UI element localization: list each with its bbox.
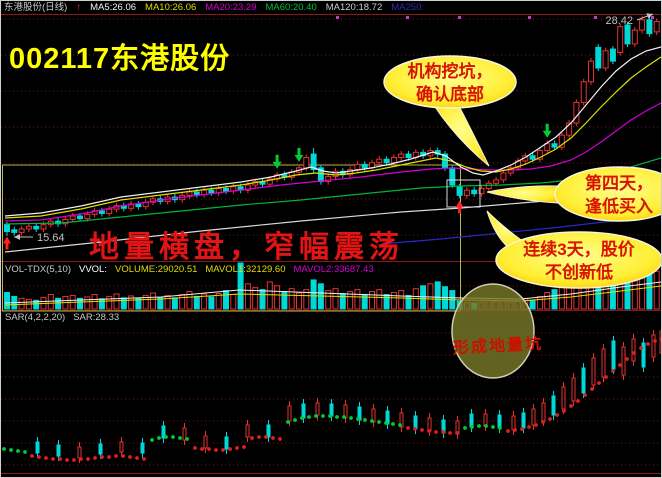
signal-markers [3,123,552,250]
ma-value-label-2: MA20:23.29 [205,2,257,13]
svg-text:确认底部: 确认底部 [416,84,484,104]
ma-value-label-5: MA250: [391,2,424,13]
vol-value-label-4: MAVOL2:33687.43 [293,264,374,275]
high-price-label: 28.42 [605,13,654,27]
volume-series [4,262,661,310]
sar-value-label-0: SAR(4,2,2,20) [5,312,66,323]
svg-text:28.42: 28.42 [605,15,633,27]
vol-value-label-0: VOL-TDX(5,10) [5,264,71,275]
ma-line-MA10 [4,56,661,219]
chart-title: 东港股份(日线) [4,2,68,13]
ma-line-MA20 [4,102,661,222]
svg-text:第四天，: 第四天， [585,173,653,193]
vol-value-label-2: VOLUME:29020.51 [115,264,198,275]
svg-text:连续3天，股价: 连续3天，股价 [523,239,635,259]
sideways-banner: 地量横盘，窄幅震荡 [89,231,404,264]
low-price-label: 15.64 [14,232,65,244]
volume-pit-circle [451,283,535,379]
ma-line-MA5 [4,46,661,217]
vol-ma-line-MAVOL1 [4,281,661,304]
svg-text:不创新低: 不创新低 [545,262,613,282]
ma-value-label-3: MA60:20.40 [265,2,317,13]
pit-highlight-box [446,179,481,208]
svg-text:15.64: 15.64 [37,232,65,244]
callout-bubble-0: 机构挖坑， 确认底部 [383,55,517,167]
volume-indicator-row: VOL-TDX(5,10) VVOL: VOLUME:29020.51 MAVOL1:… [5,264,374,275]
sar-value-label-1: SAR:28.33 [73,312,120,323]
callout-bubble-1: 第四天， 逢低买入 [486,166,661,222]
consolidation-box [2,164,461,312]
sar-indicator-row: SAR(4,2,2,20) SAR:28.33 [5,312,119,323]
ma-value-label-4: MA120:18.72 [325,2,383,13]
vol-value-label-3: MAVOL1:32129.60 [205,264,286,275]
ma-value-label-1: MA10:26.06 [145,2,197,13]
indicator-header: 东港股份(日线) ↑ MA5:26.06 MA10:26.06 MA20:23.29… [4,2,424,14]
vol-value-label-1: VVOL: [79,264,107,275]
ma-value-label-0: MA5:26.06 [90,2,137,13]
svg-text:逢低买入: 逢低买入 [585,196,653,216]
svg-text:机构挖坑，: 机构挖坑， [408,61,493,81]
sar-series [2,330,661,463]
stock-code-banner: 002117东港股份 [9,43,231,75]
volume-pit-label: 形成地量坑 [452,335,544,358]
trend-up-icon: ↑ [76,2,82,13]
vol-ma-line-MAVOL2 [4,285,661,306]
